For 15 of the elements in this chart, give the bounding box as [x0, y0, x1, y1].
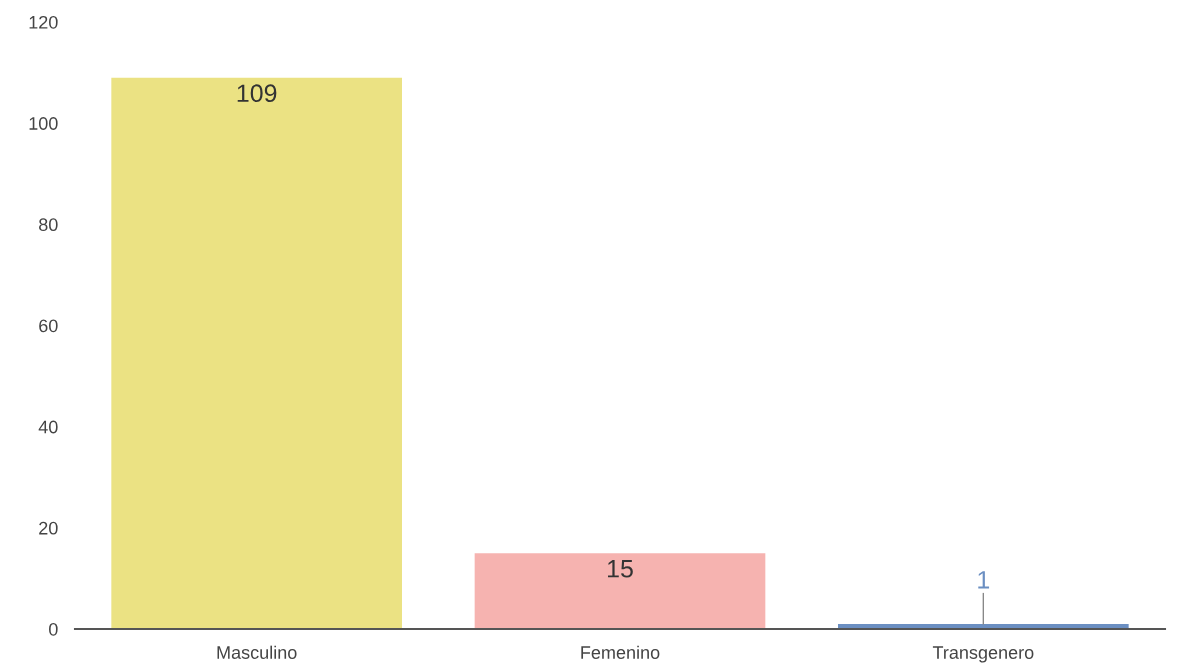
- data-label: 1: [978, 571, 990, 589]
- y-tick-label: 20: [39, 521, 58, 535]
- x-tick-label: Masculino: [217, 645, 297, 659]
- y-tick-label: 40: [38, 420, 58, 434]
- x-tick-label: Femenino: [581, 645, 660, 659]
- data-label: 15: [608, 560, 633, 578]
- y-tick-label: 60: [39, 319, 58, 333]
- y-tick-label: 100: [29, 117, 58, 130]
- x-tick-label: Transgenero: [932, 646, 1034, 663]
- bar: [111, 77, 402, 629]
- y-tick-label: 0: [49, 622, 58, 636]
- y-tick-label: 80: [39, 218, 58, 232]
- y-tick-label: 120: [29, 15, 58, 29]
- bar: [474, 553, 766, 629]
- data-label: 109: [237, 84, 277, 103]
